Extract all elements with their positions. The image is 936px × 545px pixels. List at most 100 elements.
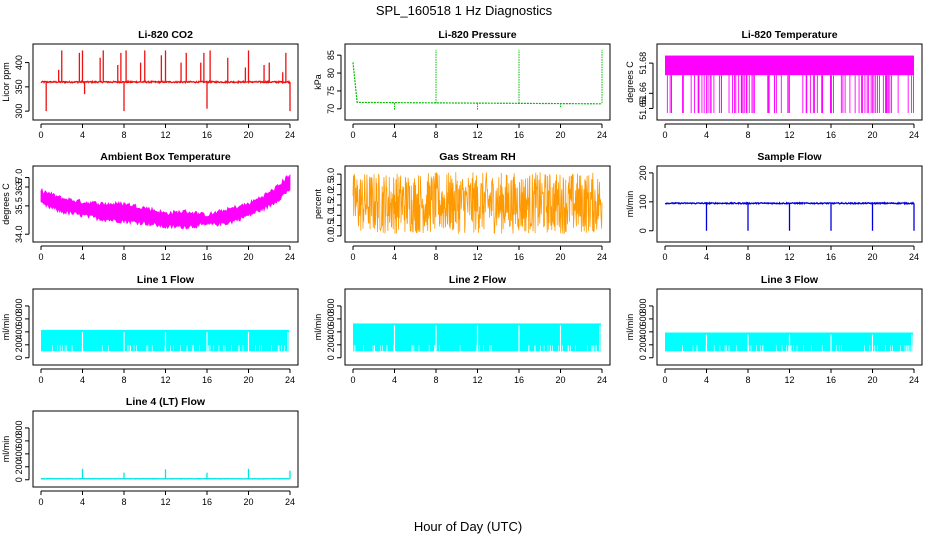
series-line [353,172,602,234]
x-tick-label: 16 [514,130,524,140]
x-tick-label: 8 [433,252,438,262]
x-tick-label: 12 [784,252,794,262]
x-tick-label: 8 [121,497,126,507]
main-title: SPL_160518 1 Hz Diagnostics [376,3,553,18]
y-axis-title: ml/min [313,314,323,341]
y-tick-label: 0 [638,228,648,233]
x-tick-label: 20 [555,375,565,385]
data-layer [353,323,601,351]
x-tick-label: 0 [350,252,355,262]
x-tick-label: 8 [433,130,438,140]
y-tick-label: 350 [14,79,24,94]
panel-title: Line 1 Flow [137,274,195,286]
x-tick-label: 20 [243,130,253,140]
y-tick-label: 85 [326,50,336,60]
panel-title: Sample Flow [757,151,822,163]
x-tick-label: 24 [597,375,607,385]
x-tick-label: 20 [555,130,565,140]
x-tick-label: 24 [285,497,295,507]
x-tick-label: 20 [243,252,253,262]
data-layer [41,469,290,479]
x-tick-label: 8 [121,130,126,140]
x-tick-label: 4 [704,252,709,262]
x-tick-label: 8 [745,252,750,262]
y-axis-title: ml/min [625,191,635,218]
data-layer [665,203,914,231]
x-tick-label: 16 [826,130,836,140]
data-layer [353,172,602,234]
x-tick-label: 0 [662,252,667,262]
y-tick-label: 400 [14,55,24,70]
x-tick-label: 24 [909,375,919,385]
x-tick-label: 0 [38,497,43,507]
x-tick-label: 24 [285,252,295,262]
y-tick-label: 51.66 [638,82,648,105]
series-band [41,175,290,229]
x-tick-label: 20 [555,252,565,262]
x-tick-label: 16 [202,375,212,385]
y-axis-title: ml/min [1,436,11,463]
x-axis-title: Hour of Day (UTC) [414,519,522,534]
y-tick-label: 35.5 [14,197,24,215]
x-tick-label: 16 [826,375,836,385]
y-tick-label: 34.0 [14,225,24,243]
x-tick-label: 12 [160,130,170,140]
y-axis-title: ml/min [1,314,11,341]
data-layer [41,50,290,111]
x-tick-label: 16 [514,252,524,262]
x-tick-label: 8 [745,130,750,140]
x-tick-label: 4 [392,375,397,385]
y-tick-label: 75 [326,86,336,96]
y-axis-title: kPa [313,74,323,90]
data-layer [353,50,602,111]
y-axis-title: percent [313,188,323,219]
x-tick-label: 16 [514,375,524,385]
x-tick-label: 4 [80,130,85,140]
y-tick-label: 100 [638,194,648,209]
y-tick-label: 800 [14,298,24,313]
x-tick-label: 12 [784,375,794,385]
x-tick-label: 0 [662,130,667,140]
x-tick-label: 20 [867,375,877,385]
x-tick-label: 16 [826,252,836,262]
y-tick-label: 300 [14,104,24,119]
x-tick-label: 8 [433,375,438,385]
panel-title: Line 4 (LT) Flow [126,396,206,408]
y-tick-label: 70 [326,104,336,114]
x-tick-label: 8 [121,375,126,385]
x-tick-label: 24 [597,252,607,262]
x-tick-label: 24 [909,252,919,262]
x-tick-label: 4 [392,130,397,140]
panel-title: Li-820 CO2 [138,29,193,41]
x-tick-label: 4 [80,375,85,385]
y-tick-label: 800 [638,298,648,313]
x-tick-label: 12 [472,252,482,262]
x-tick-label: 16 [202,130,212,140]
x-tick-label: 12 [784,130,794,140]
x-tick-label: 20 [867,130,877,140]
y-tick-label: 0 [326,355,336,360]
y-tick-label: 80 [326,68,336,78]
x-tick-label: 24 [909,130,919,140]
x-tick-label: 12 [472,375,482,385]
x-tick-label: 4 [392,252,397,262]
x-tick-label: 0 [662,375,667,385]
x-tick-label: 12 [472,130,482,140]
series-line [353,62,602,104]
x-tick-label: 20 [867,252,877,262]
x-tick-label: 20 [243,497,253,507]
y-tick-label: 200 [638,165,648,180]
series-band [665,56,914,76]
panel-title: Gas Stream RH [439,151,515,163]
x-tick-label: 24 [285,375,295,385]
x-tick-label: 12 [160,497,170,507]
y-tick-label: 37.0 [14,169,24,187]
x-tick-label: 20 [243,375,253,385]
